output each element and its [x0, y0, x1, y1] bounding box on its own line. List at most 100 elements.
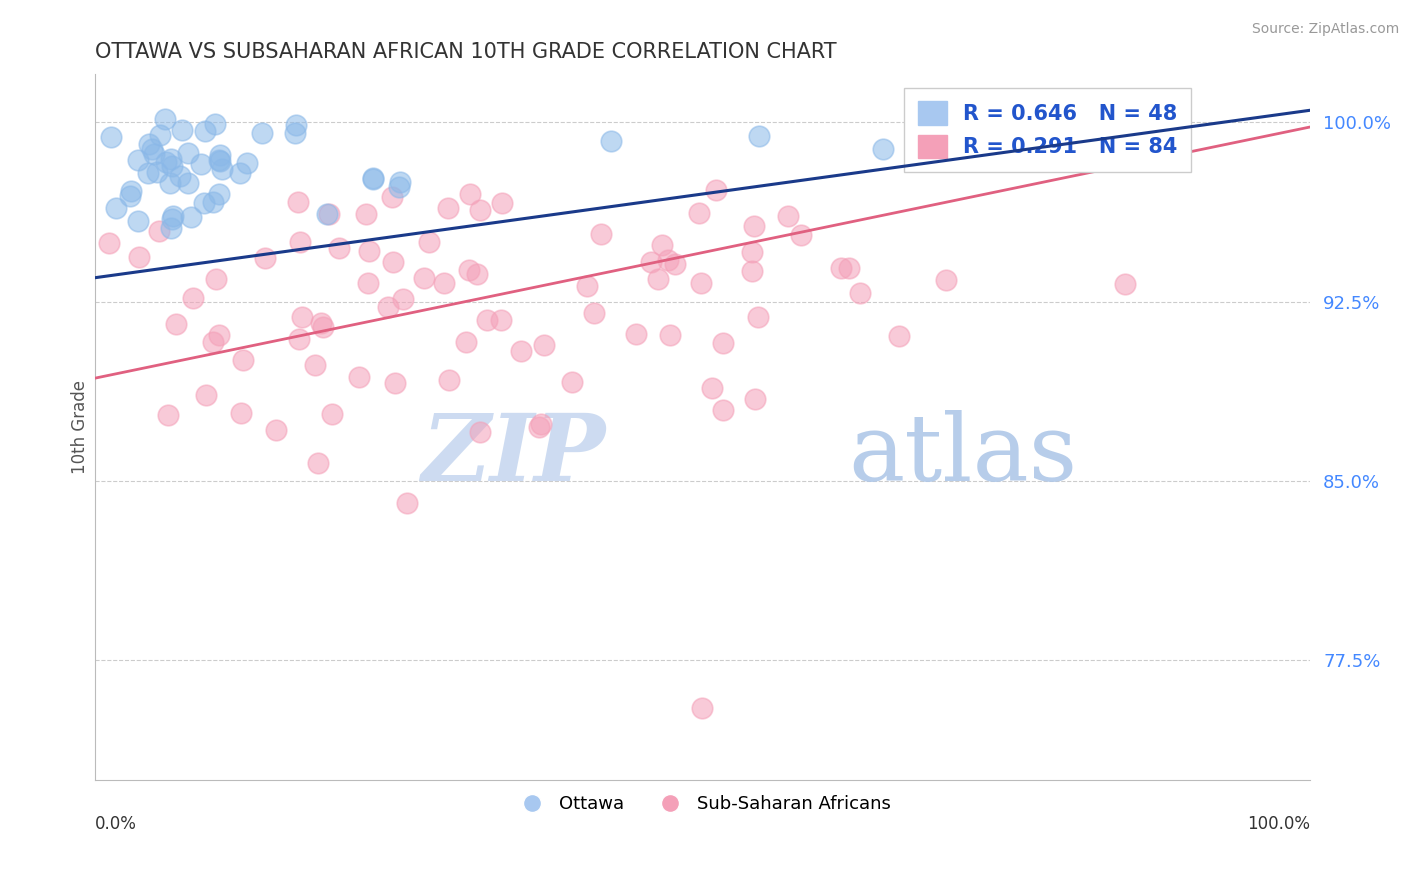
Point: [935, 273, 957, 287]
Point: [849, 286, 872, 301]
Point: [208, 328, 231, 343]
Y-axis label: 10th Grade: 10th Grade: [72, 380, 89, 475]
Point: [100, 130, 122, 145]
Point: [658, 328, 681, 343]
Point: [127, 213, 149, 227]
Point: [146, 164, 169, 178]
Point: [328, 241, 350, 255]
Point: [229, 165, 252, 179]
Point: [118, 188, 141, 202]
Point: [136, 166, 159, 180]
Point: [160, 159, 183, 173]
Point: [181, 291, 204, 305]
Point: [211, 161, 233, 176]
Point: [153, 112, 176, 127]
Point: [599, 134, 621, 148]
Point: [741, 264, 763, 278]
Point: [889, 329, 911, 343]
Point: [711, 336, 734, 351]
Point: [529, 420, 551, 434]
Point: [690, 277, 713, 291]
Point: [704, 183, 727, 197]
Point: [475, 313, 498, 327]
Point: [744, 392, 766, 406]
Point: [530, 417, 553, 431]
Point: [830, 260, 852, 275]
Point: [361, 170, 384, 185]
Point: [647, 271, 669, 285]
Point: [208, 147, 231, 161]
Point: [291, 310, 314, 324]
Point: [384, 376, 406, 391]
Point: [288, 235, 311, 249]
Point: [349, 370, 371, 384]
Point: [284, 127, 307, 141]
Point: [204, 117, 226, 131]
Point: [321, 407, 343, 421]
Point: [388, 180, 411, 194]
Point: [287, 194, 309, 209]
Point: [315, 206, 337, 220]
Point: [412, 270, 434, 285]
Point: [231, 406, 253, 420]
Point: [209, 153, 232, 168]
Point: [748, 128, 770, 143]
Point: [194, 124, 217, 138]
Point: [311, 316, 333, 330]
Point: [381, 255, 404, 269]
Point: [465, 267, 488, 281]
Point: [177, 176, 200, 190]
Point: [284, 118, 307, 132]
Point: [165, 318, 187, 332]
Point: [157, 408, 180, 422]
Point: [159, 221, 181, 235]
Point: [202, 194, 225, 209]
Point: [510, 344, 533, 359]
Point: [170, 123, 193, 137]
Point: [688, 206, 710, 220]
Point: [741, 244, 763, 259]
Point: [700, 380, 723, 394]
Point: [128, 250, 150, 264]
Point: [742, 219, 765, 234]
Point: [160, 212, 183, 227]
Point: [458, 187, 481, 202]
Point: [304, 359, 326, 373]
Point: [657, 252, 679, 267]
Point: [692, 701, 714, 715]
Point: [396, 496, 419, 510]
Point: [1114, 277, 1136, 291]
Point: [162, 210, 184, 224]
Point: [470, 202, 492, 217]
Point: [575, 279, 598, 293]
Point: [354, 207, 377, 221]
Point: [138, 136, 160, 151]
Point: [155, 155, 177, 169]
Point: [253, 251, 276, 265]
Point: [437, 201, 460, 215]
Point: [377, 300, 399, 314]
Point: [872, 142, 894, 156]
Point: [193, 195, 215, 210]
Point: [288, 332, 311, 346]
Point: [747, 310, 769, 325]
Point: [201, 335, 224, 350]
Point: [357, 277, 380, 291]
Point: [640, 255, 662, 269]
Text: atlas: atlas: [848, 410, 1077, 500]
Point: [159, 176, 181, 190]
Point: [437, 373, 460, 387]
Text: Source: ZipAtlas.com: Source: ZipAtlas.com: [1251, 22, 1399, 37]
Point: [208, 187, 231, 202]
Point: [104, 201, 127, 215]
Point: [312, 320, 335, 334]
Point: [468, 425, 491, 439]
Point: [264, 423, 287, 437]
Point: [713, 403, 735, 417]
Point: [149, 128, 172, 143]
Point: [141, 142, 163, 156]
Point: [664, 257, 686, 271]
Point: [180, 210, 202, 224]
Point: [97, 235, 120, 250]
Text: 0.0%: 0.0%: [94, 815, 136, 833]
